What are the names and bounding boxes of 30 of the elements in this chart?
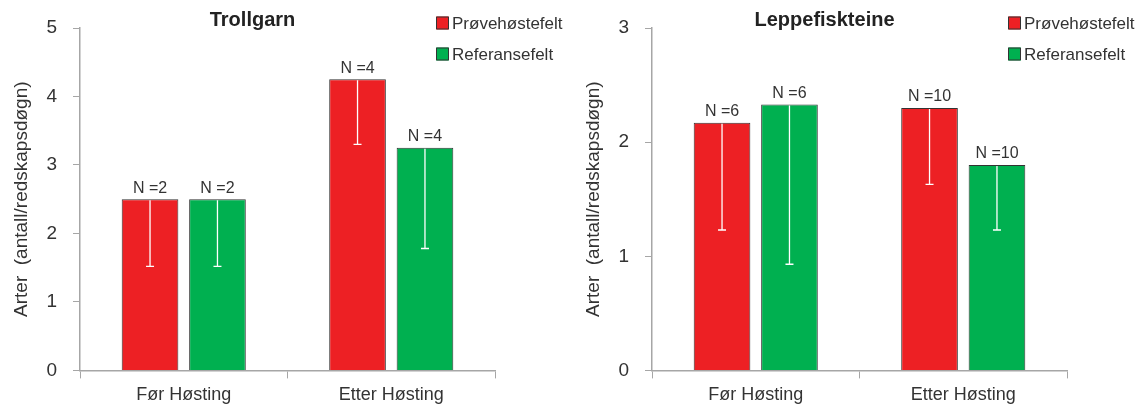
y-tick-label: 3 bbox=[46, 153, 57, 175]
y-tick-label: 5 bbox=[46, 16, 57, 38]
y-tick-label: 4 bbox=[46, 84, 58, 106]
chart-title: Leppefiskteine bbox=[754, 7, 895, 30]
y-tick-label: 0 bbox=[46, 358, 57, 380]
x-tick-label: Før Høsting bbox=[136, 384, 232, 405]
x-tick-label: Etter Høsting bbox=[910, 384, 1016, 405]
y-tick-label: 2 bbox=[618, 130, 629, 152]
legend-label: Referansefelt bbox=[452, 44, 554, 64]
y-axis-title: Arter (antall/redskapsdøgn) bbox=[9, 81, 31, 317]
y-tick-label: 2 bbox=[46, 221, 57, 243]
legend-label: Prøvehøstefelt bbox=[1024, 13, 1135, 33]
y-tick-label: 3 bbox=[618, 16, 629, 38]
annotation: N =4 bbox=[407, 127, 443, 145]
annotation: N =6 bbox=[772, 83, 807, 101]
annotation: N =10 bbox=[907, 87, 952, 105]
y-tick-label: 1 bbox=[46, 290, 57, 312]
y-tick-label: 0 bbox=[618, 358, 629, 380]
legend-label: Prøvehøstefelt bbox=[452, 13, 563, 33]
annotation: N =2 bbox=[132, 178, 168, 196]
x-tick-label: Etter Høsting bbox=[338, 384, 444, 405]
x-tick-label: Før Høsting bbox=[708, 384, 804, 405]
y-tick-label: 1 bbox=[618, 244, 629, 266]
annotation: N =2 bbox=[200, 178, 235, 196]
y-axis-title: Arter (antall/redskapsdøgn) bbox=[581, 81, 603, 317]
chart-title: Trollgarn bbox=[209, 7, 296, 30]
annotation: N =4 bbox=[340, 58, 375, 76]
annotation: N =6 bbox=[704, 102, 740, 120]
annotation: N =10 bbox=[975, 144, 1019, 162]
legend-label: Referansefelt bbox=[1024, 44, 1126, 64]
